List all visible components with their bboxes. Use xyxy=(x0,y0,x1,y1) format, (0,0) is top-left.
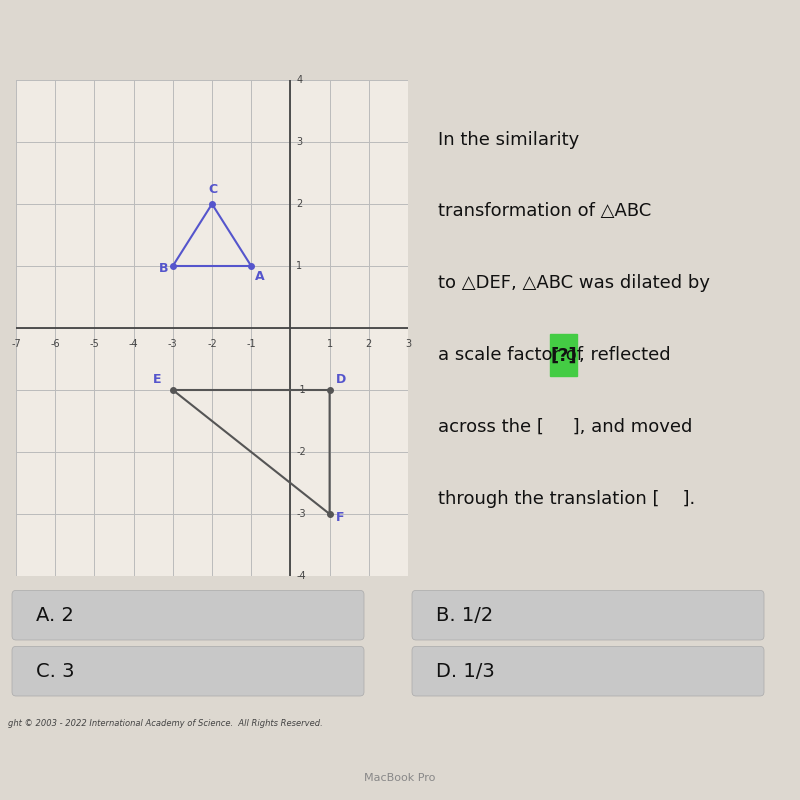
Text: 4: 4 xyxy=(296,75,302,85)
Text: -6: -6 xyxy=(50,339,60,349)
Text: C. 3: C. 3 xyxy=(36,662,74,681)
Text: -1: -1 xyxy=(246,339,256,349)
Text: A. 2: A. 2 xyxy=(36,606,74,625)
Text: -3: -3 xyxy=(296,509,306,519)
Text: MacBook Pro: MacBook Pro xyxy=(364,773,436,782)
FancyBboxPatch shape xyxy=(550,334,577,376)
Text: to △DEF, △ABC was dilated by: to △DEF, △ABC was dilated by xyxy=(438,274,710,292)
Text: , reflected: , reflected xyxy=(579,346,670,364)
Text: C: C xyxy=(208,183,218,196)
Text: -2: -2 xyxy=(207,339,217,349)
Text: -1: -1 xyxy=(296,385,306,395)
Text: B. 1/2: B. 1/2 xyxy=(436,606,494,625)
Text: In the similarity: In the similarity xyxy=(438,130,579,149)
Text: -3: -3 xyxy=(168,339,178,349)
Text: through the translation [    ].: through the translation [ ]. xyxy=(438,490,695,508)
Text: 3: 3 xyxy=(405,339,411,349)
Text: D. 1/3: D. 1/3 xyxy=(436,662,494,681)
Text: [?]: [?] xyxy=(550,346,577,364)
Text: A: A xyxy=(255,270,265,282)
Text: -2: -2 xyxy=(296,447,306,457)
Text: F: F xyxy=(335,511,344,525)
Text: E: E xyxy=(154,373,162,386)
Text: D: D xyxy=(335,373,346,386)
Text: B: B xyxy=(159,262,169,275)
Text: 1: 1 xyxy=(326,339,333,349)
Text: -4: -4 xyxy=(129,339,138,349)
Text: ght © 2003 - 2022 International Academy of Science.  All Rights Reserved.: ght © 2003 - 2022 International Academy … xyxy=(8,719,322,729)
Text: 2: 2 xyxy=(296,199,302,209)
Text: -5: -5 xyxy=(90,339,99,349)
Text: a scale factor of: a scale factor of xyxy=(438,346,589,364)
Text: -4: -4 xyxy=(296,571,306,581)
Text: 3: 3 xyxy=(296,137,302,147)
Text: -7: -7 xyxy=(11,339,21,349)
Text: across the [     ], and moved: across the [ ], and moved xyxy=(438,418,693,436)
Text: 2: 2 xyxy=(366,339,372,349)
Text: 1: 1 xyxy=(296,261,302,271)
Text: transformation of △ABC: transformation of △ABC xyxy=(438,202,651,221)
